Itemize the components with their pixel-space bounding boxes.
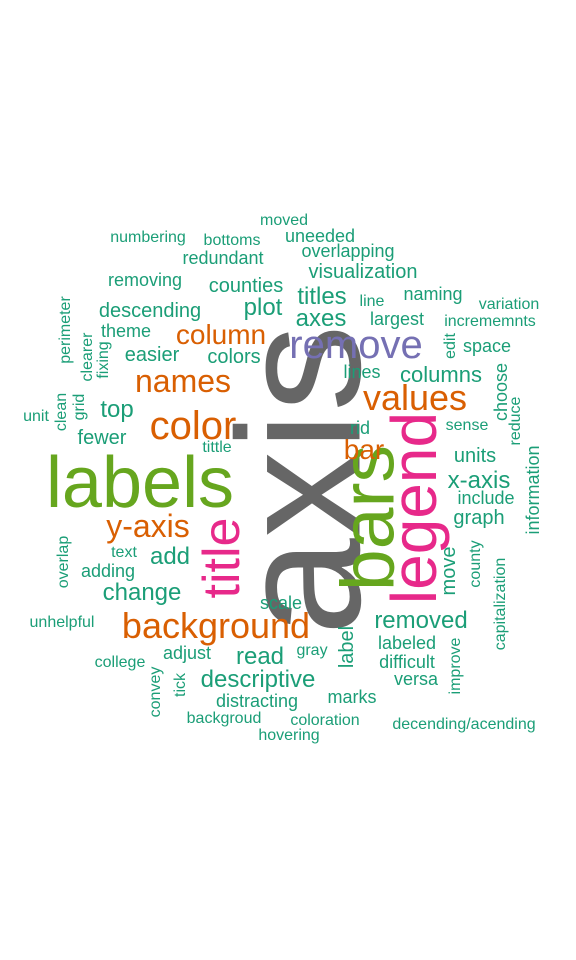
word-plot: plot bbox=[243, 294, 283, 321]
word-descriptive: descriptive bbox=[200, 666, 316, 693]
word-variation: variation bbox=[478, 296, 540, 313]
word-move: move bbox=[438, 546, 460, 596]
word-lines: lines bbox=[343, 362, 381, 382]
word-y-axis: y-axis bbox=[106, 508, 190, 544]
word-incrememnts: incrememnts bbox=[444, 313, 536, 330]
word-labeled: labeled bbox=[377, 633, 437, 653]
word-gray: gray bbox=[296, 642, 328, 659]
word-capitalization: capitalization bbox=[492, 557, 509, 651]
word-axes: axes bbox=[295, 305, 347, 332]
word-x-axis: x-axis bbox=[447, 467, 511, 494]
word-background: background bbox=[121, 605, 311, 646]
word-legend: legend bbox=[378, 411, 450, 605]
word-improve: improve bbox=[447, 637, 464, 695]
word-rid: rid bbox=[349, 418, 371, 438]
word-coloration: coloration bbox=[290, 712, 360, 729]
word-reduce: reduce bbox=[507, 396, 524, 446]
word-bar: bar bbox=[343, 434, 385, 465]
word-overlap: overlap bbox=[55, 535, 72, 589]
word-grid: grid bbox=[71, 393, 88, 421]
word-removed: removed bbox=[374, 607, 468, 634]
word-decending-acending: decending/acending bbox=[392, 716, 536, 733]
word-names: names bbox=[134, 363, 232, 399]
word-units: units bbox=[453, 445, 497, 467]
word-top: top bbox=[100, 396, 134, 423]
word-label: label bbox=[336, 625, 358, 669]
word-values: values bbox=[362, 377, 468, 418]
word-title: title bbox=[193, 517, 251, 599]
word-largest: largest bbox=[369, 309, 425, 329]
word-naming: naming bbox=[403, 284, 463, 304]
word-versa: versa bbox=[393, 669, 439, 689]
word-information: information bbox=[523, 445, 543, 535]
word-colors: colors bbox=[207, 346, 261, 368]
word-tittle: tittle bbox=[202, 439, 232, 456]
word-hovering: hovering bbox=[258, 727, 320, 744]
word-distracting: distracting bbox=[215, 691, 299, 711]
word-difficult: difficult bbox=[379, 652, 435, 672]
word-line: line bbox=[359, 293, 385, 310]
word-bottoms: bottoms bbox=[203, 232, 261, 249]
word-scale: scale bbox=[259, 593, 303, 613]
word-redundant: redundant bbox=[182, 248, 264, 268]
word-college: college bbox=[94, 654, 146, 671]
word-visualization: visualization bbox=[308, 261, 418, 283]
word-easier: easier bbox=[124, 344, 180, 366]
word-clearer: clearer bbox=[79, 332, 96, 382]
word-backgroud: backgroud bbox=[186, 710, 262, 727]
word-include: include bbox=[457, 488, 515, 508]
word-moved: moved bbox=[259, 212, 309, 229]
word-adding: adding bbox=[80, 561, 136, 581]
word-overlapping: overlapping bbox=[301, 241, 395, 261]
word-clean: clean bbox=[53, 392, 70, 432]
word-space: space bbox=[462, 336, 512, 356]
word-uneeded: uneeded bbox=[284, 226, 356, 246]
word-fixing: fixing bbox=[95, 341, 112, 379]
word-unit: unit bbox=[23, 408, 49, 425]
word-columns: columns bbox=[400, 362, 482, 387]
word-sense: sense bbox=[445, 417, 489, 434]
word-read: read bbox=[235, 643, 285, 670]
word-column: column bbox=[175, 319, 267, 350]
word-unhelpful: unhelpful bbox=[29, 614, 95, 631]
word-tick: tick bbox=[172, 673, 189, 697]
word-graph: graph bbox=[453, 507, 505, 529]
word-county: county bbox=[467, 540, 484, 588]
word-change: change bbox=[102, 579, 182, 606]
word-text: text bbox=[111, 544, 137, 561]
word-removing: removing bbox=[107, 270, 183, 290]
word-labels: labels bbox=[45, 443, 235, 523]
word-marks: marks bbox=[327, 687, 377, 707]
word-fewer: fewer bbox=[77, 427, 127, 449]
word-numbering: numbering bbox=[110, 229, 186, 246]
word-titles: titles bbox=[297, 283, 347, 310]
word-adjust: adjust bbox=[162, 643, 212, 663]
word-theme: theme bbox=[100, 321, 152, 341]
word-edit: edit bbox=[442, 333, 459, 359]
word-convey: convey bbox=[147, 666, 164, 718]
word-counties: counties bbox=[208, 275, 284, 297]
word-color: color bbox=[149, 404, 237, 448]
word-remove: remove bbox=[289, 323, 423, 367]
word-descending: descending bbox=[98, 300, 202, 322]
word-perimeter: perimeter bbox=[57, 296, 74, 364]
word-add: add bbox=[149, 543, 191, 570]
